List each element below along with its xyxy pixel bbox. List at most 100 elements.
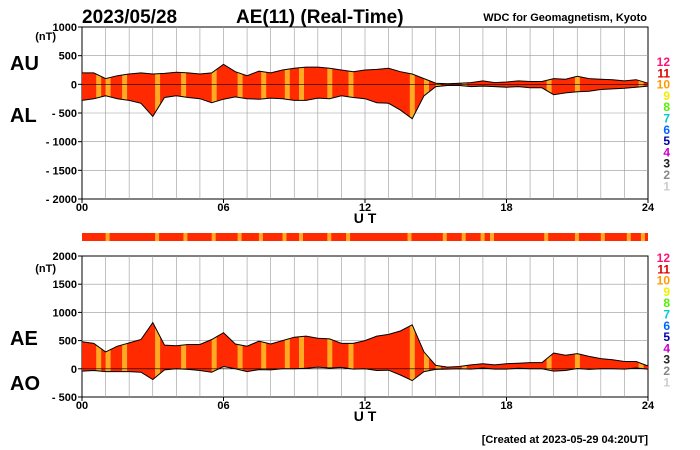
- strip-highlight: [105, 233, 110, 241]
- legend-level-10: 10: [657, 274, 671, 288]
- legend-level-12: 12: [657, 251, 671, 265]
- strip-highlight: [346, 233, 351, 241]
- activity-highlight: [638, 322, 644, 381]
- legend-level-12: 12: [657, 55, 671, 69]
- activity-highlight: [261, 64, 267, 119]
- x-tick-label: 24: [642, 202, 655, 214]
- y-tick-label: 2000: [53, 251, 77, 263]
- legend-level-11: 11: [657, 262, 670, 276]
- y-tick-label: 0: [71, 364, 77, 376]
- ae-label: AE: [10, 328, 38, 350]
- strip-highlight: [461, 233, 466, 241]
- strip-highlight: [574, 233, 579, 241]
- activity-highlight: [181, 64, 187, 119]
- activity-highlight: [122, 322, 128, 381]
- activity-highlight: [237, 64, 243, 119]
- legend-level-2: 2: [663, 168, 670, 182]
- au-al-x-axis-label: U T: [354, 210, 377, 226]
- au-line: [82, 63, 649, 85]
- strip-highlight: [442, 233, 447, 241]
- activity-highlight: [409, 64, 415, 119]
- strip-highlight: [327, 233, 332, 241]
- strip-highlight: [480, 233, 485, 241]
- status-strip: [82, 233, 648, 241]
- activity-highlight: [284, 322, 290, 381]
- activity-highlight: [155, 322, 161, 381]
- y-tick-label: 500: [59, 51, 77, 63]
- activity-highlight: [181, 322, 187, 381]
- strip-highlight: [640, 233, 645, 241]
- chart-title: AE(11) (Real-Time): [236, 7, 404, 28]
- legend-level-8: 8: [663, 296, 670, 310]
- activity-highlight: [284, 64, 290, 119]
- legend-level-5: 5: [663, 330, 670, 344]
- activity-highlight: [155, 64, 161, 119]
- legend-level-9: 9: [663, 89, 670, 103]
- activity-highlight: [435, 322, 441, 381]
- strip-highlight: [155, 233, 160, 241]
- strip-highlight: [183, 233, 188, 241]
- au-al-unit-label: (nT): [35, 31, 56, 43]
- x-tick-label: 24: [642, 400, 655, 412]
- legend-level-3: 3: [663, 353, 670, 367]
- ae-ao-x-ticks: 00 06 12 18 24: [76, 397, 655, 412]
- legend-level-6: 6: [663, 319, 670, 333]
- y-tick-label: - 1500: [46, 165, 77, 177]
- x-tick-label: 06: [217, 202, 229, 214]
- legend-level-1: 1: [663, 179, 670, 193]
- x-tick-label: 06: [217, 400, 229, 412]
- activity-highlight: [327, 64, 333, 119]
- activity-highlight: [105, 322, 111, 381]
- au-al-panel: 1000 500 0 - 500 - 1000 - 1500 - 2000 00 06 12 18…: [10, 22, 655, 226]
- x-tick-label: 12: [359, 400, 371, 412]
- source-label: WDC for Geomagnetism, Kyoto: [483, 12, 647, 24]
- ae-ao-y-ticks: 2000 1500 1000 500 0 - 500: [52, 251, 82, 404]
- created-timestamp: [Created at 2023-05-29 04:20UT]: [482, 434, 649, 446]
- strip-highlight: [299, 233, 303, 241]
- ae-ao-grid: [82, 256, 648, 397]
- au-al-y-ticks: 1000 500 0 - 500 - 1000 - 1500 - 2000: [46, 22, 82, 206]
- strip-highlight: [258, 233, 263, 241]
- activity-highlight: [96, 322, 102, 381]
- au-al-x-ticks: 00 06 12 18 24: [76, 199, 655, 214]
- activity-highlight: [299, 64, 304, 119]
- activity-highlight: [461, 322, 467, 381]
- legend-level-9: 9: [663, 285, 670, 299]
- x-tick-label: 18: [500, 202, 512, 214]
- activity-highlight: [211, 64, 217, 119]
- strip-highlight: [490, 233, 494, 241]
- legend-level-7: 7: [663, 308, 670, 322]
- ae-ao-unit-label: (nT): [35, 263, 56, 275]
- activity-highlight: [237, 322, 243, 381]
- legend-level-3: 3: [663, 157, 670, 171]
- legend-level-1: 1: [663, 375, 670, 389]
- legend-level-4: 4: [663, 145, 670, 159]
- al-line: [81, 85, 649, 120]
- y-tick-label: - 2000: [46, 194, 77, 206]
- x-tick-label: 12: [359, 202, 371, 214]
- ae-ao-panel: 2000 1500 1000 500 0 - 500 00 06 12 18 24 (nT) AE…: [10, 251, 655, 424]
- x-tick-label: 18: [500, 400, 512, 412]
- strip-highlight: [626, 233, 631, 241]
- x-tick-label: 00: [76, 400, 88, 412]
- activity-highlight: [105, 64, 111, 119]
- strip-highlight: [237, 233, 242, 241]
- activity-highlight: [327, 322, 333, 381]
- activity-highlight: [211, 322, 217, 381]
- legend-level-6: 6: [663, 123, 670, 137]
- y-tick-label: 500: [59, 336, 77, 348]
- strip-highlight: [282, 233, 287, 241]
- activity-highlight: [546, 322, 552, 381]
- activity-highlight: [299, 322, 304, 381]
- activity-highlight: [348, 322, 354, 381]
- strip-highlight: [407, 233, 412, 241]
- activity-highlight: [122, 64, 128, 119]
- y-tick-label: - 500: [52, 108, 77, 120]
- y-tick-label: - 500: [52, 392, 77, 404]
- legend-level-10: 10: [657, 78, 671, 92]
- legend-level-5: 5: [663, 134, 670, 148]
- activity-highlight: [261, 322, 267, 381]
